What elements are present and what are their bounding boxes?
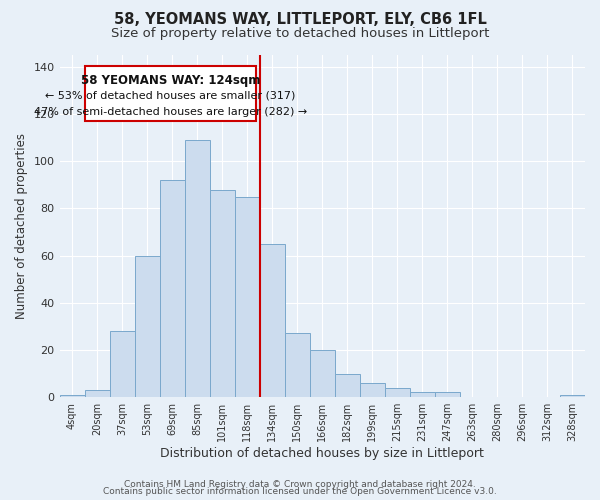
Bar xyxy=(85,390,110,397)
Bar xyxy=(134,256,160,397)
Text: 47% of semi-detached houses are larger (282) →: 47% of semi-detached houses are larger (… xyxy=(34,107,307,117)
Bar xyxy=(260,244,285,397)
Text: Size of property relative to detached houses in Littleport: Size of property relative to detached ho… xyxy=(111,28,489,40)
FancyBboxPatch shape xyxy=(85,66,256,121)
Bar xyxy=(209,190,235,397)
Text: 58, YEOMANS WAY, LITTLEPORT, ELY, CB6 1FL: 58, YEOMANS WAY, LITTLEPORT, ELY, CB6 1F… xyxy=(113,12,487,28)
Bar xyxy=(59,395,85,397)
Bar xyxy=(335,374,360,397)
Text: Contains public sector information licensed under the Open Government Licence v3: Contains public sector information licen… xyxy=(103,487,497,496)
X-axis label: Distribution of detached houses by size in Littleport: Distribution of detached houses by size … xyxy=(160,447,484,460)
Text: 58 YEOMANS WAY: 124sqm: 58 YEOMANS WAY: 124sqm xyxy=(80,74,260,87)
Bar xyxy=(235,196,260,397)
Bar xyxy=(435,392,460,397)
Bar xyxy=(285,334,310,397)
Text: ← 53% of detached houses are smaller (317): ← 53% of detached houses are smaller (31… xyxy=(45,90,295,101)
Y-axis label: Number of detached properties: Number of detached properties xyxy=(15,133,28,319)
Bar xyxy=(385,388,410,397)
Bar xyxy=(410,392,435,397)
Bar xyxy=(160,180,185,397)
Bar xyxy=(185,140,209,397)
Bar xyxy=(360,383,385,397)
Bar xyxy=(310,350,335,397)
Bar xyxy=(560,395,585,397)
Text: Contains HM Land Registry data © Crown copyright and database right 2024.: Contains HM Land Registry data © Crown c… xyxy=(124,480,476,489)
Bar xyxy=(110,331,134,397)
